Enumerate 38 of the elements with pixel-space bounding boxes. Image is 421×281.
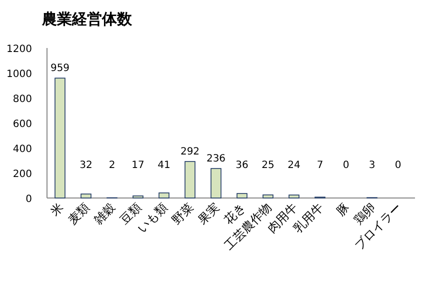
bar (262, 194, 274, 198)
y-tick-label: 0 (26, 194, 32, 205)
data-label: 2 (108, 160, 116, 171)
bar (54, 78, 66, 198)
y-tick-label: 400 (12, 144, 32, 155)
bar (158, 192, 170, 198)
bar (184, 161, 196, 198)
x-tick-label: 野菜 (169, 200, 196, 228)
data-label: 17 (132, 160, 144, 171)
data-label: 36 (236, 160, 248, 171)
data-label: 32 (80, 160, 92, 171)
data-label: 24 (288, 160, 300, 171)
x-tick-label: 果実 (195, 200, 222, 228)
data-label: 41 (158, 160, 170, 171)
x-tick-label: 麦類 (65, 200, 92, 228)
data-label: 959 (50, 63, 70, 74)
data-label: 236 (206, 154, 226, 164)
data-label: 3 (368, 160, 376, 171)
bar (80, 194, 92, 198)
data-label: 7 (316, 160, 324, 171)
data-label: 0 (394, 160, 402, 171)
y-tick-label: 600 (12, 119, 32, 130)
bar (132, 195, 144, 198)
data-label: 0 (342, 160, 350, 171)
bar (210, 168, 222, 198)
bar (288, 194, 300, 198)
x-tick-label: 雑穀 (91, 200, 118, 228)
y-tick-label: 200 (12, 169, 32, 180)
x-tick-label: 豆類 (117, 200, 144, 228)
y-tick-label: 1200 (6, 44, 32, 55)
x-tick-label: 豚 (334, 200, 352, 219)
chart-title: 農業経営体数 (41, 10, 133, 28)
x-tick-label: 米 (48, 200, 66, 219)
data-label: 292 (180, 146, 200, 158)
bar (236, 193, 248, 198)
data-label: 25 (262, 160, 274, 171)
y-tick-label: 800 (12, 94, 32, 105)
y-tick-label: 1000 (6, 69, 32, 80)
